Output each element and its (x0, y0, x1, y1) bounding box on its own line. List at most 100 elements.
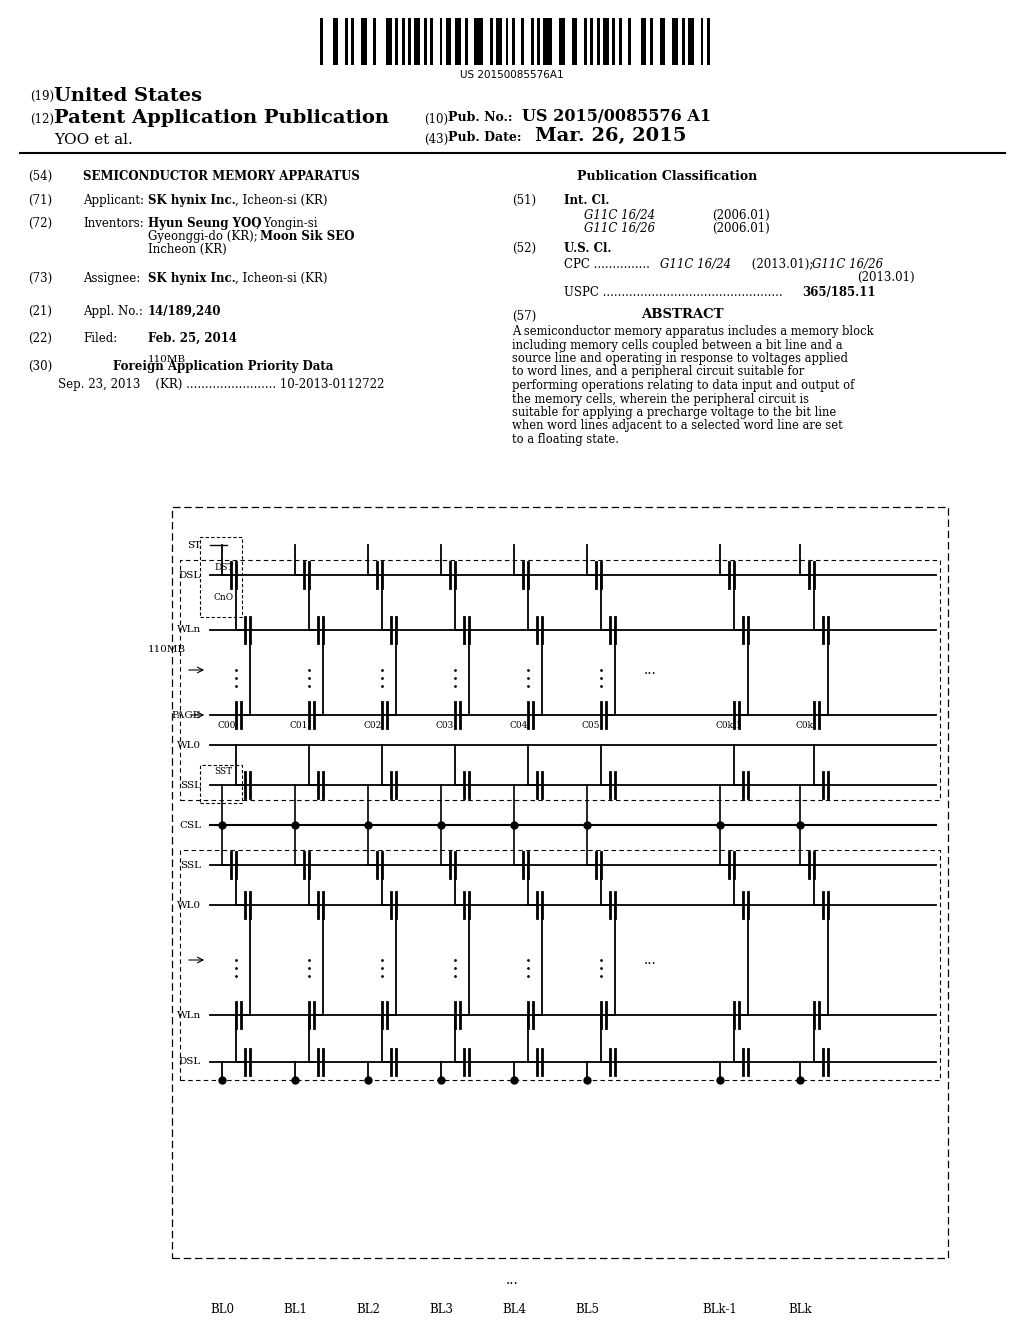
Text: C04: C04 (509, 721, 527, 730)
Text: CnO: CnO (214, 593, 234, 602)
Bar (591, 18, 593, 65)
Text: Incheon (KR): Incheon (KR) (148, 243, 226, 256)
Text: US 20150085576A1: US 20150085576A1 (460, 70, 564, 81)
Bar (597, 18, 600, 65)
Bar (673, 18, 678, 65)
Bar (360, 18, 367, 65)
Text: the memory cells, wherein the peripheral circuit is: the memory cells, wherein the peripheral… (512, 392, 809, 405)
Text: , Yongin-si: , Yongin-si (256, 216, 317, 230)
Text: 110MB: 110MB (147, 645, 186, 655)
Bar (659, 18, 666, 65)
Text: Pub. No.:: Pub. No.: (449, 111, 512, 124)
Bar (409, 18, 411, 65)
Bar (688, 18, 693, 65)
Text: (43): (43) (424, 133, 449, 147)
Text: to a floating state.: to a floating state. (512, 433, 618, 446)
Bar (612, 18, 615, 65)
Bar (401, 18, 404, 65)
Text: Gyeonggi-do (KR);: Gyeonggi-do (KR); (148, 230, 258, 243)
Bar (521, 18, 524, 65)
Text: (57): (57) (512, 310, 537, 323)
Bar (682, 18, 684, 65)
Text: (71): (71) (28, 194, 52, 207)
Text: C0k-1: C0k-1 (715, 721, 741, 730)
Text: (52): (52) (512, 242, 537, 255)
Text: Patent Application Publication: Patent Application Publication (54, 110, 389, 127)
Text: SK hynix Inc.: SK hynix Inc. (148, 194, 236, 207)
Text: ...: ... (644, 953, 656, 968)
Text: Feb. 25, 2014: Feb. 25, 2014 (148, 333, 237, 345)
Text: SK hynix Inc.: SK hynix Inc. (148, 272, 236, 285)
Text: WLn: WLn (177, 626, 201, 635)
Bar (439, 18, 442, 65)
Bar (465, 18, 468, 65)
Bar (537, 18, 540, 65)
Text: DSL: DSL (179, 570, 201, 579)
Text: ...: ... (644, 663, 656, 677)
Text: , Icheon-si (KR): , Icheon-si (KR) (234, 272, 328, 285)
Text: BL3: BL3 (429, 1303, 453, 1316)
Text: Inventors:: Inventors: (83, 216, 143, 230)
Bar (333, 18, 338, 65)
Text: YOO et al.: YOO et al. (54, 133, 133, 147)
Bar (351, 18, 354, 65)
Text: including memory cells coupled between a bit line and a: including memory cells coupled between a… (512, 338, 843, 351)
Bar (707, 18, 710, 65)
Text: Publication Classification: Publication Classification (577, 170, 758, 183)
Bar (172, 507, 948, 1258)
Text: SSL: SSL (180, 861, 201, 870)
Text: Assignee:: Assignee: (83, 272, 140, 285)
Text: USPC ................................................: USPC ...................................… (564, 286, 782, 300)
Text: C05: C05 (582, 721, 600, 730)
Text: ...: ... (506, 1272, 518, 1287)
Text: (2006.01): (2006.01) (712, 209, 770, 222)
Text: 110MB: 110MB (147, 355, 186, 364)
Text: (72): (72) (28, 216, 52, 230)
Text: (19): (19) (30, 90, 54, 103)
Text: (12): (12) (30, 114, 54, 125)
Bar (345, 18, 348, 65)
Text: CSL: CSL (179, 821, 201, 829)
Text: SSL: SSL (180, 780, 201, 789)
Text: suitable for applying a precharge voltage to the bit line: suitable for applying a precharge voltag… (512, 407, 837, 418)
Text: BLk-1: BLk-1 (702, 1303, 737, 1316)
Text: BL5: BL5 (575, 1303, 599, 1316)
Bar (700, 18, 703, 65)
Text: CPC ...............: CPC ............... (564, 257, 650, 271)
Bar (474, 18, 482, 65)
Bar (585, 18, 587, 65)
Text: BL4: BL4 (502, 1303, 526, 1316)
Text: G11C 16/26: G11C 16/26 (812, 257, 883, 271)
Text: Appl. No.:: Appl. No.: (83, 305, 143, 318)
Text: (2006.01): (2006.01) (712, 222, 770, 235)
Bar (489, 18, 493, 65)
Text: US 2015/0085576 A1: US 2015/0085576 A1 (522, 108, 711, 125)
Bar (650, 18, 653, 65)
Text: WLn: WLn (177, 1011, 201, 1019)
Bar (544, 18, 552, 65)
Bar (374, 18, 376, 65)
Text: G11C 16/24: G11C 16/24 (660, 257, 731, 271)
Text: source line and operating in response to voltages applied: source line and operating in response to… (512, 352, 848, 366)
Bar (200, 537, 242, 616)
Text: Filed:: Filed: (83, 333, 118, 345)
Bar (180, 560, 940, 800)
Text: BL1: BL1 (283, 1303, 307, 1316)
Bar (319, 18, 323, 65)
Bar (571, 18, 578, 65)
Text: (30): (30) (28, 360, 52, 374)
Text: Pub. Date:: Pub. Date: (449, 131, 521, 144)
Text: SEMICONDUCTOR MEMORY APPARATUS: SEMICONDUCTOR MEMORY APPARATUS (83, 170, 359, 183)
Bar (512, 18, 515, 65)
Text: when word lines adjacent to a selected word line are set: when word lines adjacent to a selected w… (512, 420, 843, 433)
Bar (641, 18, 646, 65)
Bar (497, 18, 502, 65)
Text: Applicant:: Applicant: (83, 194, 144, 207)
Bar (424, 18, 427, 65)
Bar (530, 18, 534, 65)
Text: ABSTRACT: ABSTRACT (641, 308, 723, 321)
Bar (415, 18, 420, 65)
Text: (54): (54) (28, 170, 52, 183)
Bar (395, 18, 398, 65)
Text: G11C 16/24: G11C 16/24 (584, 209, 655, 222)
